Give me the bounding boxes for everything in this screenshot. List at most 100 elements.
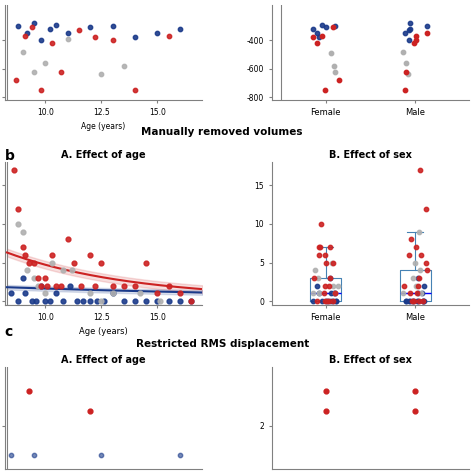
Point [187, 297, 195, 305]
Point [414, 282, 422, 290]
Point [64, 236, 72, 243]
Point [19, 243, 27, 251]
Point [120, 62, 128, 70]
Point [131, 86, 139, 94]
Point [328, 49, 335, 57]
Point [327, 290, 335, 297]
Point [23, 266, 31, 274]
Point [401, 282, 408, 290]
Point [329, 24, 337, 31]
Point [405, 251, 413, 259]
Point [334, 282, 341, 290]
Point [329, 297, 337, 305]
Point [26, 259, 33, 266]
Point [316, 290, 323, 297]
Point [37, 86, 45, 94]
Point [313, 282, 321, 290]
Point [405, 27, 413, 34]
Point [98, 259, 105, 266]
Point [412, 282, 419, 290]
Point [23, 29, 31, 37]
Point [14, 220, 22, 228]
Point [319, 297, 326, 305]
Point [322, 259, 329, 266]
Point [329, 282, 337, 290]
Point [30, 259, 38, 266]
Point [165, 282, 173, 290]
Point [120, 282, 128, 290]
Point [41, 297, 49, 305]
Point [44, 282, 51, 290]
Point [412, 36, 419, 44]
Point [93, 297, 100, 305]
Point [86, 297, 94, 305]
Point [154, 29, 161, 37]
Point [21, 251, 29, 259]
Point [143, 259, 150, 266]
Title: A. Effect of age: A. Effect of age [61, 150, 146, 160]
Point [402, 59, 410, 67]
Point [98, 297, 105, 305]
Text: b: b [5, 149, 15, 164]
Point [320, 290, 328, 297]
Point [46, 25, 54, 33]
Point [98, 71, 105, 78]
Point [57, 68, 64, 75]
Point [321, 297, 329, 305]
Point [410, 297, 418, 305]
Point [422, 259, 430, 266]
Text: Manually removed volumes: Manually removed volumes [141, 127, 303, 137]
Point [413, 290, 421, 297]
Text: Restricted RMS displacement: Restricted RMS displacement [136, 339, 309, 349]
Point [21, 290, 29, 297]
Point [424, 266, 431, 274]
Title: B. Effect of sex: B. Effect of sex [329, 355, 412, 365]
Point [335, 76, 343, 84]
Point [37, 282, 45, 290]
Point [327, 274, 334, 282]
Point [321, 86, 328, 94]
Point [323, 297, 331, 305]
Point [328, 259, 336, 266]
Point [332, 68, 339, 75]
Point [86, 290, 94, 297]
Point [48, 39, 56, 47]
Point [407, 297, 414, 305]
Point [30, 68, 38, 75]
Point [409, 297, 416, 305]
Point [109, 290, 116, 297]
Point [318, 32, 326, 40]
Point [406, 25, 414, 33]
Point [66, 282, 73, 290]
Point [30, 19, 38, 27]
Point [165, 32, 173, 40]
Point [165, 297, 173, 305]
Point [12, 76, 20, 84]
Point [317, 243, 324, 251]
Point [313, 29, 320, 37]
Point [324, 297, 332, 305]
Point [330, 290, 338, 297]
Point [417, 251, 425, 259]
Point [401, 29, 409, 37]
Point [405, 36, 412, 44]
Point [32, 297, 40, 305]
Point [409, 297, 417, 305]
Point [310, 274, 318, 282]
Point [14, 22, 22, 30]
Point [424, 29, 431, 37]
Point [328, 297, 335, 305]
X-axis label: Age (years): Age (years) [79, 327, 128, 336]
Point [154, 290, 161, 297]
Point [57, 282, 64, 290]
Point [187, 297, 195, 305]
Point [68, 266, 76, 274]
Point [30, 274, 38, 282]
Point [314, 39, 321, 47]
Point [41, 274, 49, 282]
Point [41, 59, 49, 67]
Point [322, 297, 330, 305]
Point [316, 243, 323, 251]
Point [406, 290, 413, 297]
Point [313, 297, 320, 305]
